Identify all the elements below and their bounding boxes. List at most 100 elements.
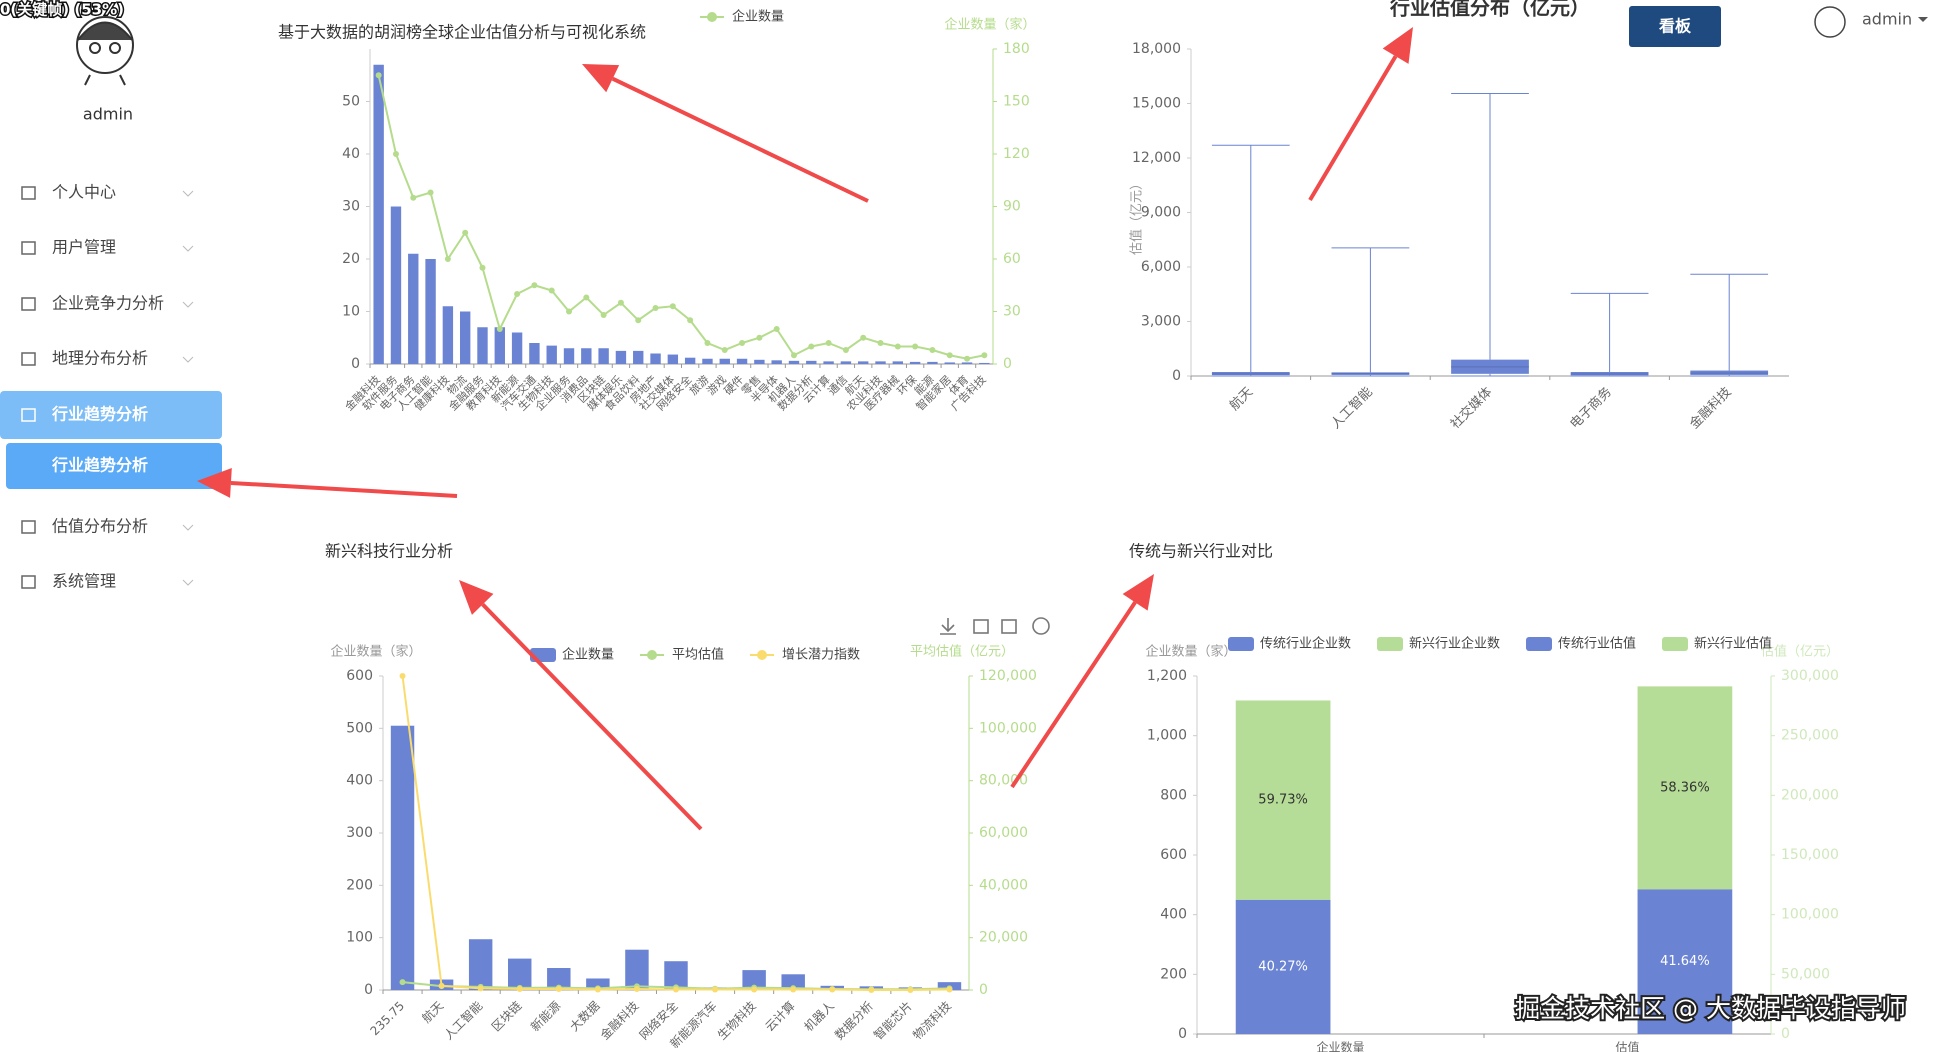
header-avatar[interactable] xyxy=(1814,6,1846,38)
header-caret[interactable] xyxy=(1918,17,1928,22)
bar xyxy=(468,939,493,990)
legend-label[interactable]: 新兴行业估值 xyxy=(1694,636,1772,652)
line-point xyxy=(375,72,382,79)
menu-icon[interactable] xyxy=(21,352,36,366)
legend-symbol[interactable] xyxy=(1228,637,1254,651)
menu-chevron[interactable] xyxy=(182,301,194,308)
legend-symbol[interactable] xyxy=(1377,637,1403,651)
line-point xyxy=(427,189,434,196)
y-tick-label: 12,000 xyxy=(1132,150,1181,166)
bar xyxy=(598,348,609,364)
bar xyxy=(684,357,696,364)
bar xyxy=(586,978,610,990)
y2-tick-label: 60,000 xyxy=(979,825,1028,841)
y-tick-label: 200 xyxy=(1160,966,1187,982)
y-tick-label: 30 xyxy=(342,199,360,215)
legend-label[interactable]: 企业数量 xyxy=(732,9,784,25)
sidebar-menu: 个人中心用户管理企业竞争力分析地理分布分析行业趋势分析行业趋势分析估值分布分析系… xyxy=(0,183,222,591)
menu-icon[interactable] xyxy=(21,408,36,422)
bar xyxy=(664,961,688,990)
arrow-head xyxy=(459,580,494,615)
legend-symbol[interactable] xyxy=(757,650,767,660)
legend-symbol[interactable] xyxy=(707,12,717,22)
menu-icon[interactable] xyxy=(21,186,36,200)
menu-item[interactable]: 地理分布分析 xyxy=(52,349,148,368)
line-point xyxy=(860,334,867,341)
y2-axis-name: 平均估值（亿元） xyxy=(910,644,1014,660)
menu-item[interactable]: 估值分布分析 xyxy=(52,517,148,536)
line-point xyxy=(514,291,521,297)
legend-label[interactable]: 增长潜力指数 xyxy=(782,648,860,663)
legend-symbol[interactable] xyxy=(1526,637,1552,651)
line-point xyxy=(617,299,624,306)
bar xyxy=(529,343,540,364)
line-point xyxy=(946,986,953,993)
line-point xyxy=(600,312,607,318)
chart-title: 新兴科技行业分析 xyxy=(325,542,453,561)
menu-chevron[interactable] xyxy=(182,190,194,197)
menu-icon[interactable] xyxy=(21,297,36,311)
line-point xyxy=(946,352,953,359)
line-point xyxy=(548,287,555,294)
overlay-text: 0(关键帧) (53%) xyxy=(0,1,124,19)
legend-label[interactable]: 传统行业估值 xyxy=(1558,636,1636,652)
y-tick-label: 0 xyxy=(351,356,360,372)
legend-symbol[interactable] xyxy=(647,650,657,660)
bar xyxy=(806,360,817,364)
menu-chevron[interactable] xyxy=(182,356,194,363)
line-point xyxy=(531,282,538,289)
y2-tick-label: 200,000 xyxy=(1781,787,1839,803)
menu-chevron[interactable] xyxy=(182,579,194,586)
line-point xyxy=(756,334,763,341)
bar xyxy=(546,345,557,364)
avatar xyxy=(76,16,134,86)
y2-tick-label: 20,000 xyxy=(979,930,1028,946)
menu-active-bg[interactable] xyxy=(0,391,222,439)
y-tick-label: 18,000 xyxy=(1132,41,1181,57)
line-point xyxy=(566,308,573,315)
bar-label: 58.36% xyxy=(1660,780,1710,795)
y2-tick-label: 100,000 xyxy=(1781,907,1839,923)
menu-icon[interactable] xyxy=(21,575,36,589)
y-tick-label: 6,000 xyxy=(1141,259,1181,275)
bar xyxy=(788,360,800,364)
bar xyxy=(373,64,384,364)
line-point xyxy=(399,979,406,986)
bar xyxy=(442,306,454,364)
y-tick-label: 200 xyxy=(346,877,373,893)
header-user[interactable]: admin xyxy=(1862,10,1912,29)
bar xyxy=(390,206,402,364)
legend-label[interactable]: 平均估值 xyxy=(672,647,724,663)
board-button-label[interactable]: 看板 xyxy=(1658,17,1692,36)
menu-item[interactable]: 系统管理 xyxy=(52,572,116,591)
arrow-shaft xyxy=(1010,601,1137,789)
line-point xyxy=(721,347,728,353)
menu-chevron[interactable] xyxy=(182,245,194,252)
arrow-shaft xyxy=(1308,55,1398,202)
legend-label[interactable]: 新兴行业企业数 xyxy=(1409,636,1500,652)
y2-tick-label: 60 xyxy=(1003,251,1021,267)
chart-title: 行业估值分布（亿元） xyxy=(1389,0,1590,20)
menu-item[interactable]: 行业趋势分析 xyxy=(51,405,148,424)
y-tick-label: 0 xyxy=(1172,368,1181,384)
legend-symbol[interactable] xyxy=(1662,637,1688,651)
line-point xyxy=(808,343,815,350)
menu-item[interactable]: 用户管理 xyxy=(52,238,116,257)
menu-item[interactable]: 企业竞争力分析 xyxy=(52,294,164,313)
y-tick-label: 400 xyxy=(346,773,373,789)
line-point xyxy=(516,985,523,992)
legend-label[interactable]: 传统行业企业数 xyxy=(1260,636,1351,652)
submenu-item[interactable]: 行业趋势分析 xyxy=(51,456,148,475)
stacked-bar xyxy=(1637,686,1733,890)
board-button[interactable] xyxy=(1629,6,1721,47)
submenu-active-bg[interactable] xyxy=(6,443,222,489)
menu-item[interactable]: 个人中心 xyxy=(52,183,116,202)
menu-icon[interactable] xyxy=(21,520,36,534)
menu-icon[interactable] xyxy=(21,241,36,255)
bar xyxy=(909,361,921,364)
menu-chevron[interactable] xyxy=(182,524,194,531)
y-tick-label: 400 xyxy=(1160,907,1187,923)
legend-label[interactable]: 企业数量 xyxy=(562,647,614,663)
y-tick-label: 300 xyxy=(346,825,373,841)
y2-tick-label: 150 xyxy=(1003,94,1030,110)
